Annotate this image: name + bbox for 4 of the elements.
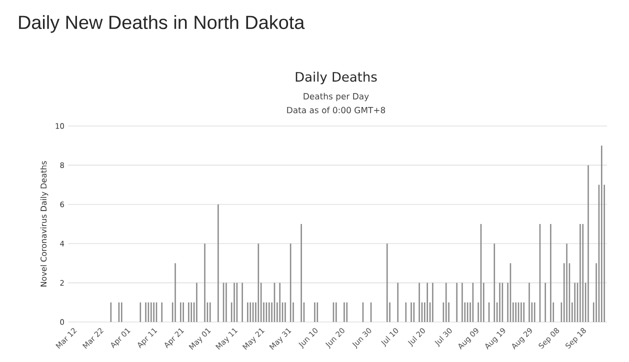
- text: Data as of 0:00 GMT+8: [287, 106, 386, 114]
- text: Deaths per Day: [304, 92, 369, 102]
- chart-title: Daily New Deaths in North Dakota: [19, 15, 305, 33]
- chart-subtitle: Daily Deaths: [296, 72, 377, 84]
